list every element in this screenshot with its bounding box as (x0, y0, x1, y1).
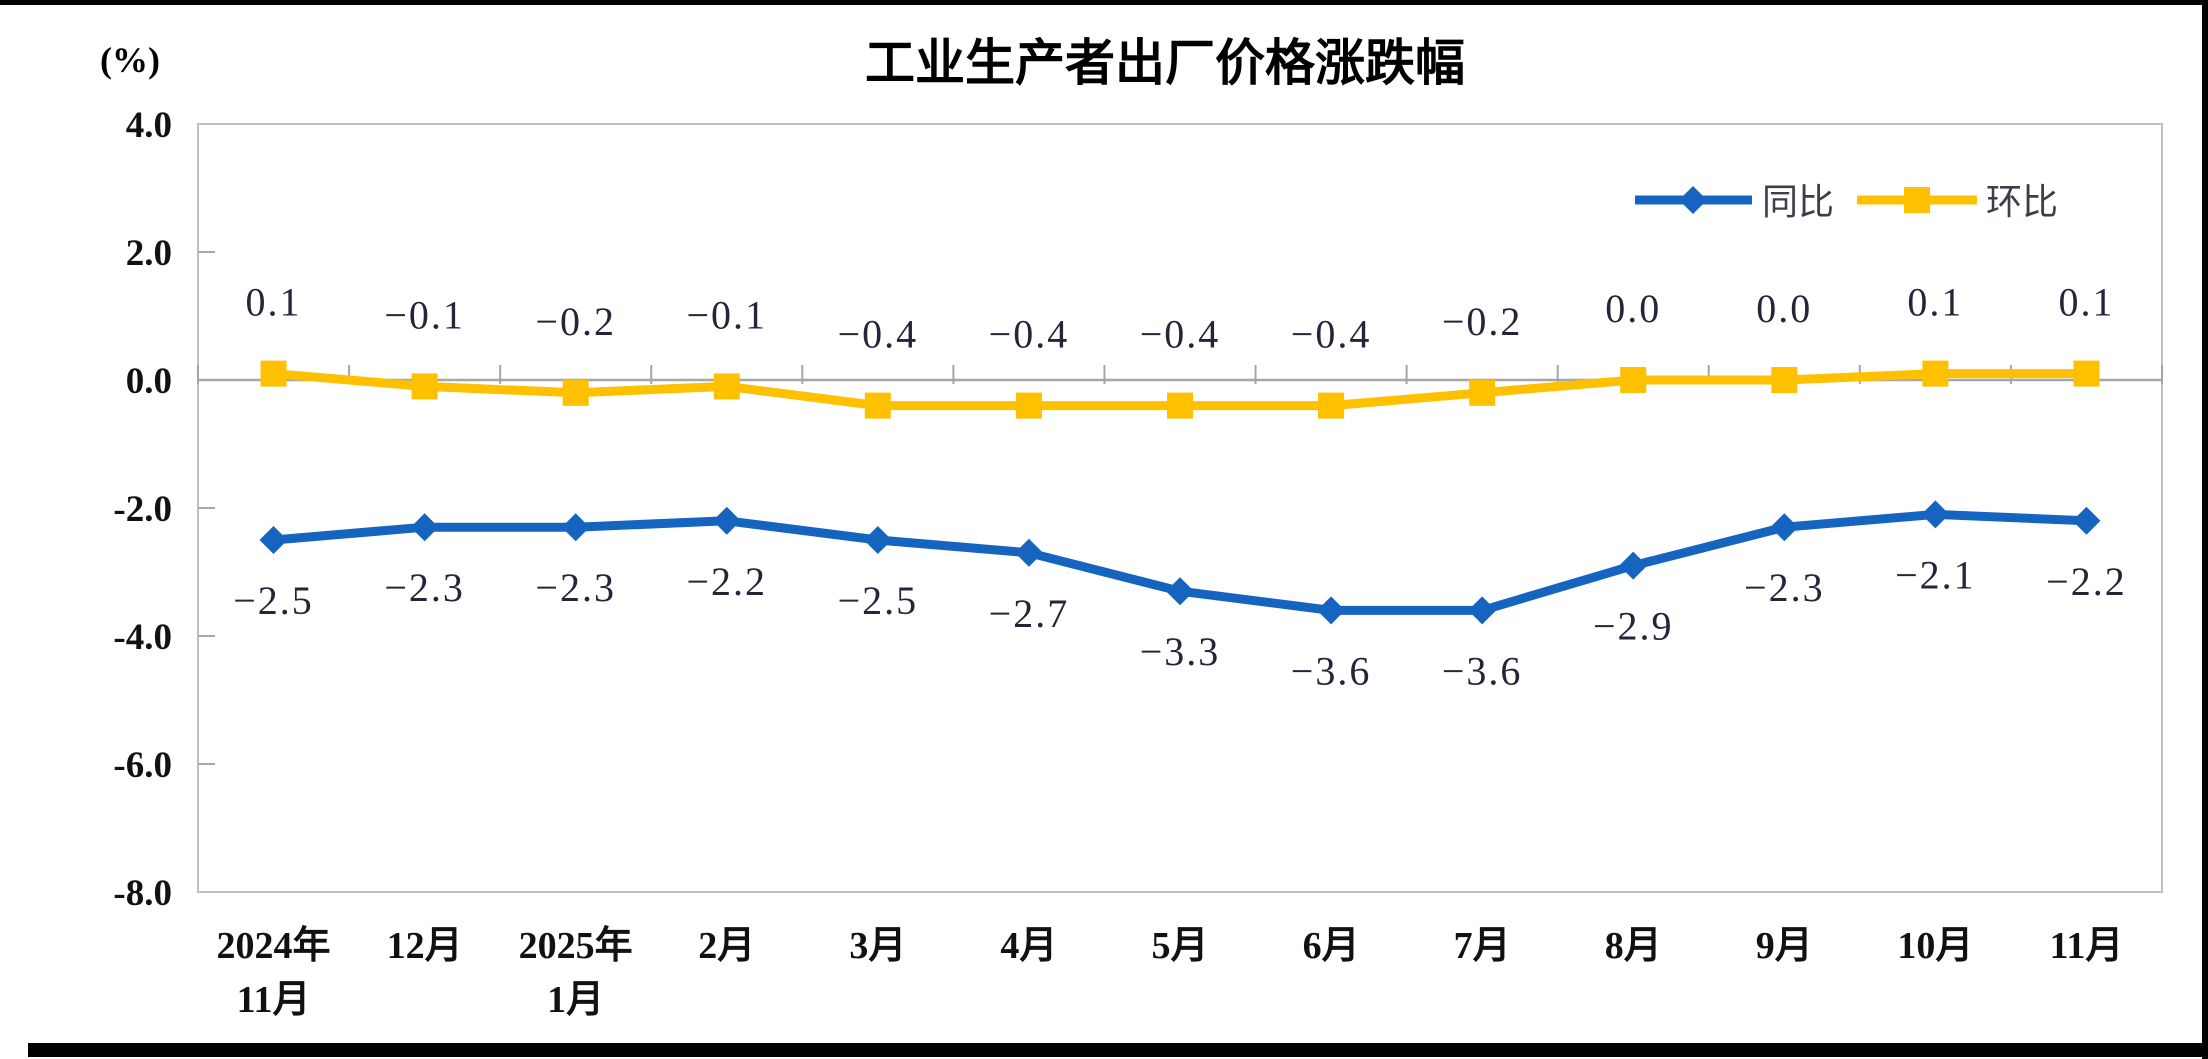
data-point-diamond (1921, 500, 1950, 529)
data-point-label: −2.9 (1593, 604, 1674, 649)
x-axis-category-label: 11月 (2050, 925, 2124, 967)
frame-border-bottom (28, 1043, 2208, 1057)
data-point-diamond (712, 506, 741, 535)
legend-label-tongbi: 同比 (1762, 182, 1834, 222)
data-point-label: −3.6 (1442, 648, 1523, 693)
data-point-square (411, 373, 438, 400)
x-axis-category-label: 8月 (1605, 925, 1662, 967)
data-point-diamond (1619, 551, 1648, 580)
data-point-square (1318, 392, 1345, 419)
legend-diamond-marker-tongbi (1679, 186, 1707, 214)
data-point-diamond (1317, 596, 1346, 625)
data-point-label: 0.0 (1605, 286, 1661, 331)
data-point-label: −3.3 (1140, 629, 1221, 674)
y-axis-tick-label: -4.0 (113, 617, 172, 658)
data-point-label: −3.6 (1291, 648, 1372, 693)
data-point-label: 0.1 (246, 280, 302, 325)
x-axis-category-label: 9月 (1756, 925, 1813, 967)
data-point-diamond (1014, 538, 1043, 567)
data-point-label: −0.4 (838, 312, 919, 357)
data-point-label: −0.1 (384, 292, 465, 337)
data-point-diamond (561, 513, 590, 542)
data-point-square (1015, 392, 1042, 419)
x-axis-category-label: 2月 (698, 925, 755, 967)
data-point-label: −2.7 (989, 591, 1070, 636)
x-axis-category-label: 3月 (849, 925, 906, 967)
x-axis-category-label: 5月 (1151, 925, 1208, 967)
data-point-label: −2.2 (2046, 559, 2127, 604)
x-axis-category-label: 2025年 1月 (519, 925, 633, 1021)
data-point-label: −2.1 (1895, 552, 1976, 597)
data-point-label: −2.5 (838, 578, 919, 623)
plot-area-border (197, 123, 2163, 893)
y-axis-unit-label: (%) (100, 40, 160, 80)
data-point-diamond (1166, 577, 1194, 606)
y-axis-tick-label: -6.0 (113, 745, 172, 786)
series-lines (259, 360, 2101, 625)
data-point-label: −2.3 (535, 565, 616, 610)
x-axis-category-label: 7月 (1454, 925, 1511, 967)
data-point-diamond (1468, 596, 1497, 625)
x-axis-category-label: 4月 (1000, 925, 1057, 967)
legend-label-huanbi: 环比 (1986, 182, 2058, 222)
data-labels: −2.5 −2.3 −2.3 −2.2 −2.5 −2.7 −3.3 −3.6 −3.6 −2.9… (233, 280, 2127, 694)
x-axis-category-label: 2024年 11月 (217, 925, 331, 1021)
chart-title: 工业生产者出厂价格涨跌幅 (865, 35, 1465, 91)
data-point-label: 0.0 (1756, 286, 1812, 331)
data-point-label: −2.2 (686, 559, 767, 604)
data-point-label: −0.1 (686, 292, 767, 337)
frame-border-top (0, 0, 2208, 5)
data-point-label: 0.1 (2058, 280, 2114, 325)
data-point-square (713, 373, 740, 400)
legend-square-marker-huanbi (1904, 187, 1930, 213)
x-axis-category-label: 6月 (1303, 925, 1360, 967)
y-axis-tick-label: 0.0 (126, 361, 172, 402)
data-point-label: 0.1 (1907, 280, 1963, 325)
data-point-label: −0.4 (1140, 312, 1221, 357)
y-axis-tick-label: -2.0 (113, 489, 172, 530)
data-point-diamond (1770, 513, 1799, 542)
data-point-square (562, 379, 589, 406)
data-point-label: −0.2 (535, 299, 616, 344)
data-point-square (1167, 392, 1193, 419)
data-point-square (1469, 379, 1496, 406)
data-point-diamond (259, 526, 288, 554)
data-point-label: −2.5 (233, 578, 314, 623)
x-axis-category-label: 12月 (387, 925, 463, 967)
x-axis-category-label: 10月 (1897, 925, 1973, 967)
data-point-label: −0.4 (989, 312, 1070, 357)
y-axis-tick-label: 2.0 (126, 233, 172, 274)
data-point-square (1771, 367, 1798, 393)
data-point-label: −0.4 (1291, 312, 1372, 357)
data-point-label: −2.3 (384, 565, 465, 610)
data-point-square (2073, 360, 2100, 387)
legend: 同比 环比 (1635, 182, 2058, 222)
axis-labels: 4.0 2.0 0.0 -2.0 -4.0 -6.0 -8.0 2024年 11月 12月 2025… (113, 105, 2123, 1021)
y-axis-tick-label: -8.0 (113, 873, 172, 914)
data-point-square (260, 360, 287, 387)
frame-border-right (2202, 0, 2208, 1059)
data-point-diamond (863, 526, 892, 554)
data-point-square (1922, 360, 1949, 387)
y-axis-tick-label: 4.0 (126, 105, 172, 146)
data-point-diamond (410, 513, 439, 542)
data-point-square (864, 392, 891, 419)
data-point-label: −0.2 (1442, 299, 1523, 344)
data-point-diamond (2072, 506, 2101, 535)
data-point-label: −2.3 (1744, 565, 1825, 610)
data-point-square (1620, 367, 1647, 393)
